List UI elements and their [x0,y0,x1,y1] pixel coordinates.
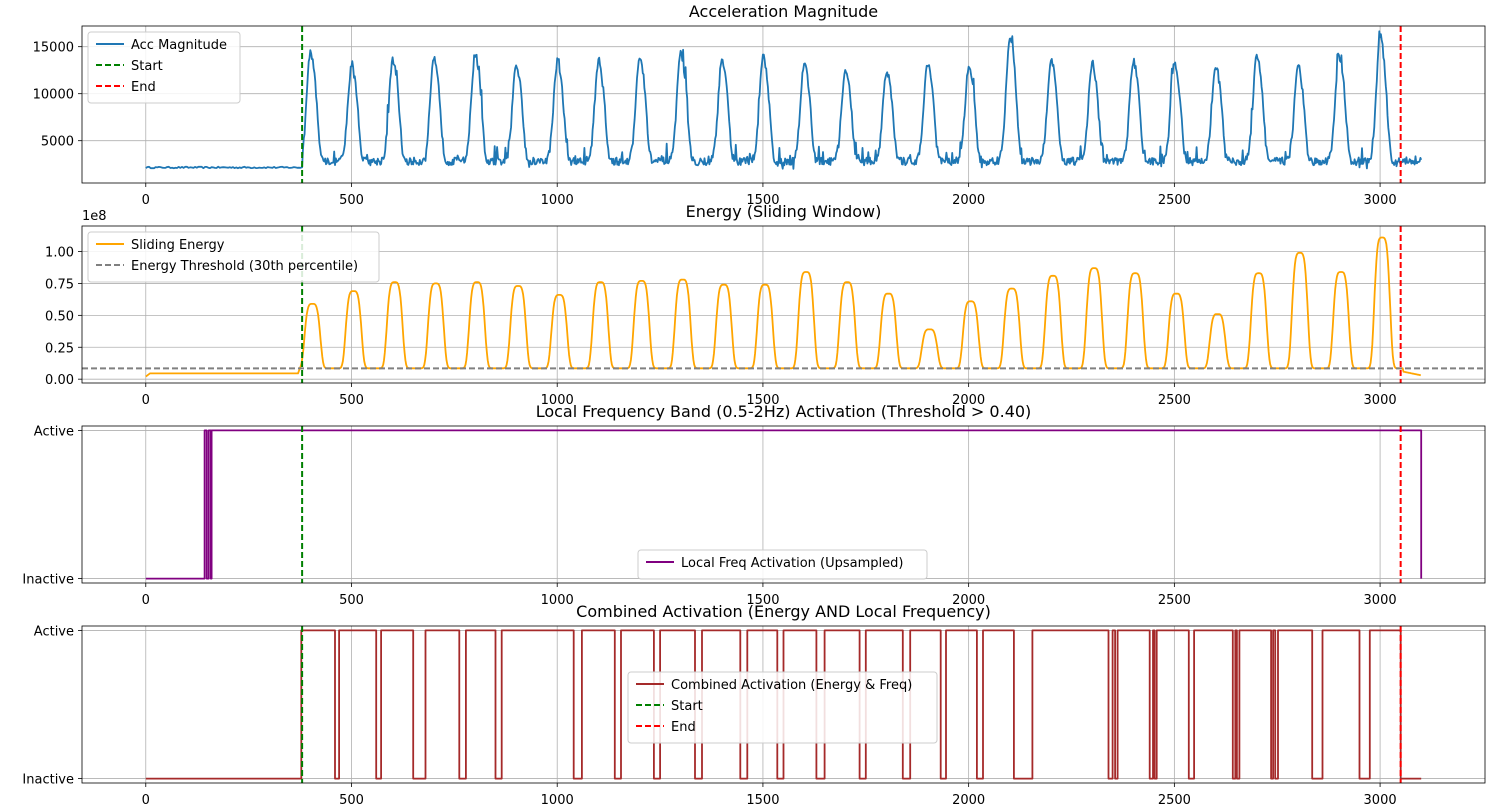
series-line-1 [145,30,1423,170]
x-tick-label: 1500 [746,793,779,808]
y-tick-label: Active [34,624,74,639]
x-tick-label: 2000 [952,793,985,808]
legend-label: Start [671,699,703,714]
y-tick-label: 0.25 [45,341,74,356]
chart-title: Energy (Sliding Window) [686,202,882,221]
y-tick-label: Active [34,424,74,439]
series-line-1 [145,629,1422,780]
plot-area [145,26,1423,183]
x-tick-label: 1500 [746,593,779,608]
plot-area [145,426,1423,583]
y-tick-label: 0.75 [45,277,74,292]
legend-box [87,31,241,104]
panel-2: 0 500 1000 1500 2000 2500 3000 0.00 0.25 0.50 0.75… [45,202,1486,408]
legend-label: Energy Threshold (30th percentile) [131,259,358,274]
x-tick-label: 1000 [541,593,574,608]
y-tick-label: 15000 [33,41,74,56]
x-tick-label: 2000 [952,593,985,608]
legend-box [87,231,380,283]
legend: Acc Magnitude Start End [87,31,241,104]
y-tick-label: 10000 [33,88,74,103]
x-tick-label: 500 [339,193,364,208]
chart-title: Acceleration Magnitude [689,2,878,21]
x-tick-label: 500 [339,393,364,408]
y-tick-label: Inactive [22,573,74,588]
x-tick-label: 0 [142,793,150,808]
x-tick-label: 500 [339,593,364,608]
legend: Local Freq Activation (Upsampled) [637,549,928,580]
legend-label: End [131,80,156,95]
x-tick-label: 3000 [1364,593,1397,608]
series-line-1 [145,429,1423,580]
x-tick-label: 1000 [541,193,574,208]
x-tick-label: 3000 [1364,193,1397,208]
axes-frame [81,425,1486,584]
x-tick-label: 2500 [1158,593,1191,608]
y-tick-label: 1.00 [45,246,74,261]
legend-box [637,549,928,580]
legend: Combined Activation (Energy & Freq) Start… [627,671,938,744]
legend-label: Local Freq Activation (Upsampled) [681,556,903,571]
x-tick-label: 3000 [1364,793,1397,808]
x-tick-label: 2500 [1158,393,1191,408]
chart-title: Combined Activation (Energy AND Local Fr… [576,602,991,621]
plot-area [82,226,1485,383]
legend: Sliding Energy Energy Threshold (30th per… [87,231,380,283]
y-tick-label: Inactive [22,773,74,788]
legend-box [627,671,938,744]
x-tick-label: 1500 [746,193,779,208]
x-tick-label: 0 [142,193,150,208]
legend-label: Combined Activation (Energy & Freq) [671,678,912,693]
legend-label: End [671,720,696,735]
x-tick-label: 3000 [1364,393,1397,408]
panel-1: 0 500 1000 1500 2000 2500 3000 5000 10000 15000 Ac… [33,2,1486,208]
plot-area [145,626,1422,783]
axes-frame [81,625,1486,784]
axes-frame [81,25,1486,184]
x-tick-label: 1000 [541,793,574,808]
x-tick-label: 0 [142,393,150,408]
y-offset-label: 1e8 [82,209,107,224]
panel-3: 0 500 1000 1500 2000 2500 3000 Inactive Active Lo… [22,402,1486,608]
y-tick-label: 0.00 [45,373,74,388]
x-tick-label: 0 [142,593,150,608]
legend-label: Sliding Energy [131,238,225,253]
chart-title: Local Frequency Band (0.5-2Hz) Activatio… [536,402,1032,421]
x-tick-label: 2500 [1158,793,1191,808]
x-tick-label: 1000 [541,393,574,408]
legend-label: Start [131,59,163,74]
x-tick-label: 2000 [952,193,985,208]
x-tick-label: 500 [339,793,364,808]
x-tick-label: 1500 [746,393,779,408]
x-tick-label: 2000 [952,393,985,408]
legend-label: Acc Magnitude [131,38,227,53]
x-tick-label: 2500 [1158,193,1191,208]
y-tick-label: 5000 [41,135,74,150]
y-tick-label: 0.50 [45,309,74,324]
panel-4: 0 500 1000 1500 2000 2500 3000 Inactive Active Co… [22,602,1486,808]
axes-frame [81,225,1486,384]
